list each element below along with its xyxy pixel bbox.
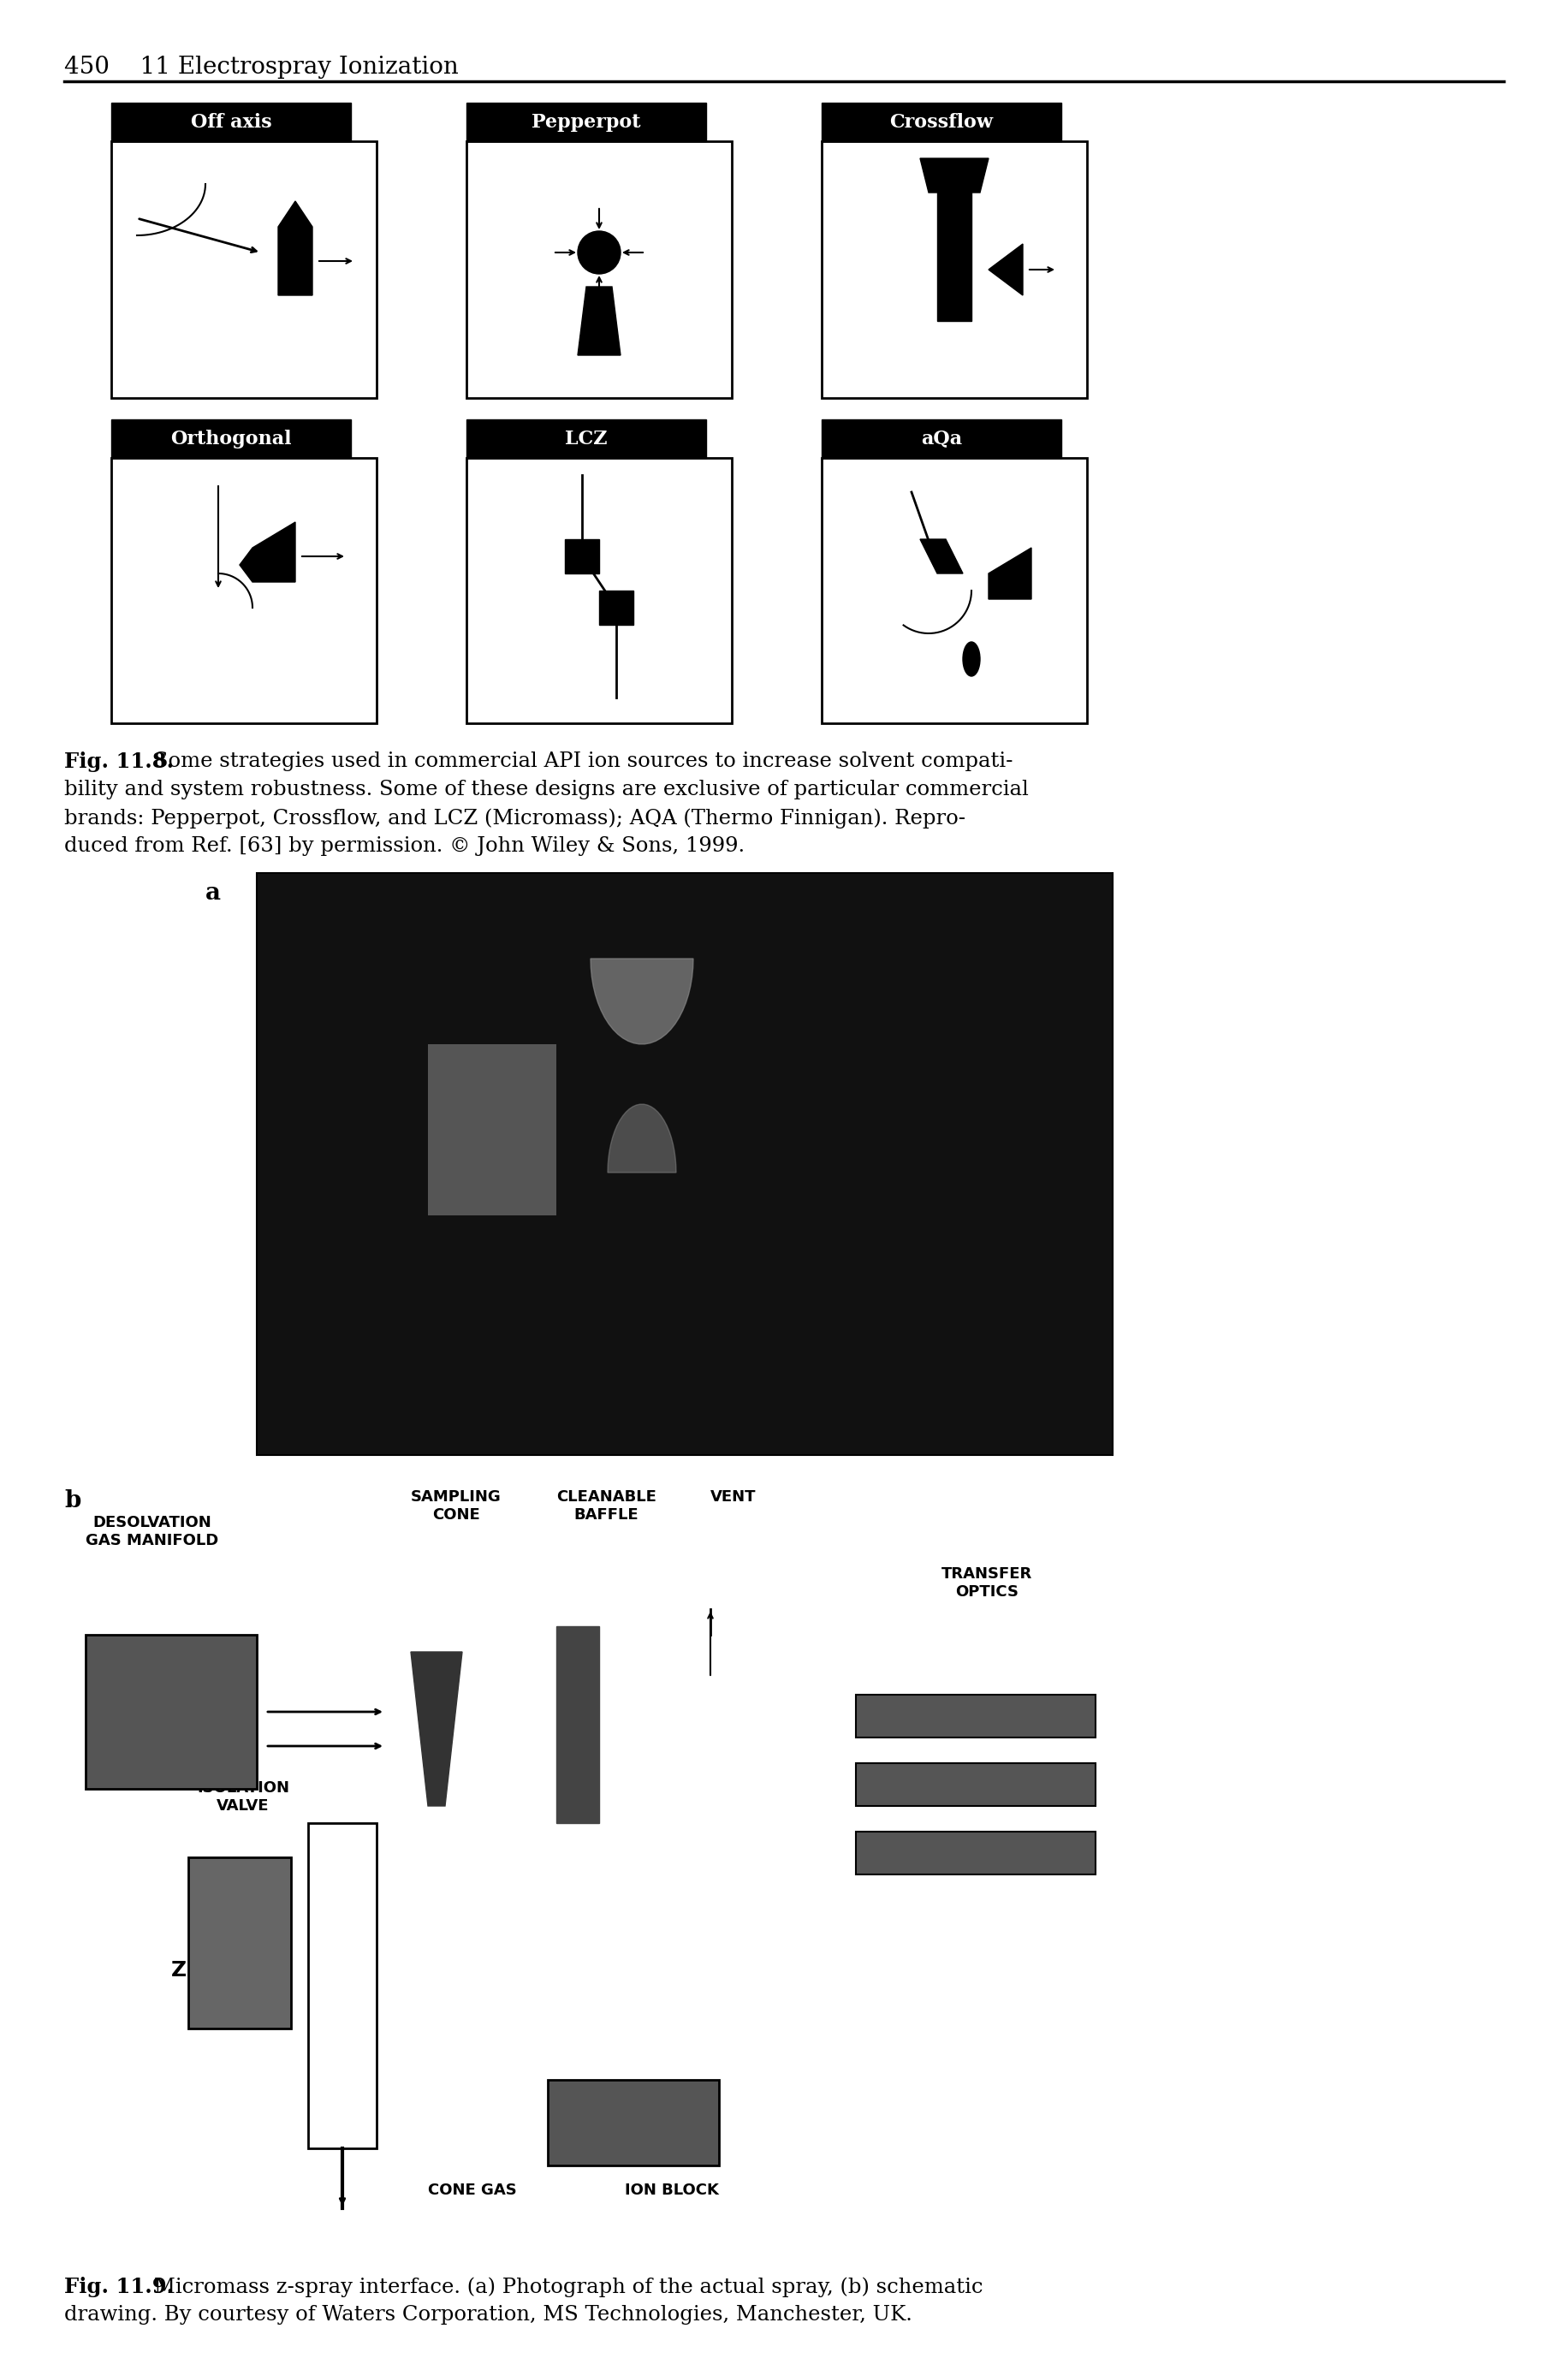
- FancyBboxPatch shape: [856, 1694, 1096, 1737]
- FancyBboxPatch shape: [547, 2079, 720, 2165]
- Text: TRANSFER
OPTICS: TRANSFER OPTICS: [941, 1566, 1032, 1599]
- Text: bility and system robustness. Some of these designs are exclusive of particular : bility and system robustness. Some of th…: [64, 779, 1029, 798]
- Text: DESOLVATION
GAS MANIFOLD: DESOLVATION GAS MANIFOLD: [86, 1516, 218, 1549]
- FancyBboxPatch shape: [111, 140, 376, 399]
- Text: VENT: VENT: [710, 1490, 756, 1504]
- Text: Fig. 11.9.: Fig. 11.9.: [64, 2276, 174, 2298]
- Polygon shape: [608, 1105, 676, 1174]
- Polygon shape: [988, 245, 1022, 295]
- Text: brands: Pepperpot, Crossflow, and LCZ (Micromass); AQA (Thermo Finnigan). Repro-: brands: Pepperpot, Crossflow, and LCZ (M…: [64, 808, 966, 829]
- Text: CONE GAS: CONE GAS: [428, 2184, 517, 2198]
- Text: 450    11 Electrospray Ionization: 450 11 Electrospray Ionization: [64, 55, 458, 78]
- Text: Some strategies used in commercial API ion sources to increase solvent compati-: Some strategies used in commercial API i…: [154, 751, 1013, 772]
- Text: SAMPLING
CONE: SAMPLING CONE: [411, 1490, 502, 1523]
- Polygon shape: [278, 202, 312, 295]
- Text: ISOLATION
VALVE: ISOLATION VALVE: [198, 1780, 289, 1813]
- Polygon shape: [938, 192, 972, 321]
- Polygon shape: [557, 1625, 599, 1822]
- FancyBboxPatch shape: [466, 421, 706, 459]
- Polygon shape: [240, 523, 295, 582]
- FancyBboxPatch shape: [111, 102, 351, 140]
- Text: Fig. 11.8.: Fig. 11.8.: [64, 751, 174, 772]
- Text: Crossflow: Crossflow: [889, 112, 993, 131]
- Text: Z SPRAY™: Z SPRAY™: [171, 1960, 293, 1982]
- Text: CLEANABLE
BAFFLE: CLEANABLE BAFFLE: [557, 1490, 657, 1523]
- FancyBboxPatch shape: [822, 140, 1087, 399]
- Polygon shape: [599, 592, 633, 625]
- Text: Pepperpot: Pepperpot: [532, 112, 641, 131]
- Text: Micromass z-spray interface. (a) Photograph of the actual spray, (b) schematic: Micromass z-spray interface. (a) Photogr…: [154, 2276, 983, 2298]
- Text: duced from Ref. [63] by permission. © John Wiley & Sons, 1999.: duced from Ref. [63] by permission. © Jo…: [64, 836, 745, 855]
- Polygon shape: [577, 287, 621, 354]
- Text: Orthogonal: Orthogonal: [171, 430, 292, 449]
- Polygon shape: [411, 1651, 463, 1806]
- Circle shape: [577, 230, 621, 273]
- Polygon shape: [920, 539, 963, 573]
- Text: Off axis: Off axis: [191, 112, 271, 131]
- FancyBboxPatch shape: [188, 1858, 292, 2029]
- FancyBboxPatch shape: [466, 459, 732, 722]
- FancyBboxPatch shape: [86, 1635, 257, 1789]
- Text: b: b: [64, 1490, 82, 1514]
- FancyBboxPatch shape: [257, 872, 1113, 1454]
- Ellipse shape: [963, 642, 980, 677]
- Text: aQa: aQa: [920, 430, 963, 449]
- Text: LCZ: LCZ: [564, 430, 607, 449]
- Polygon shape: [988, 549, 1032, 599]
- FancyBboxPatch shape: [111, 459, 376, 722]
- Polygon shape: [920, 159, 988, 192]
- FancyBboxPatch shape: [466, 140, 732, 399]
- Polygon shape: [564, 539, 599, 573]
- FancyBboxPatch shape: [822, 421, 1062, 459]
- FancyBboxPatch shape: [822, 459, 1087, 722]
- FancyBboxPatch shape: [822, 102, 1062, 140]
- FancyBboxPatch shape: [856, 1763, 1096, 1806]
- FancyBboxPatch shape: [856, 1832, 1096, 1875]
- FancyBboxPatch shape: [428, 1043, 557, 1217]
- Text: ION BLOCK: ION BLOCK: [624, 2184, 718, 2198]
- Text: a: a: [205, 881, 221, 905]
- FancyBboxPatch shape: [111, 421, 351, 459]
- Text: drawing. By courtesy of Waters Corporation, MS Technologies, Manchester, UK.: drawing. By courtesy of Waters Corporati…: [64, 2305, 913, 2324]
- Polygon shape: [591, 958, 693, 1043]
- FancyBboxPatch shape: [466, 102, 706, 140]
